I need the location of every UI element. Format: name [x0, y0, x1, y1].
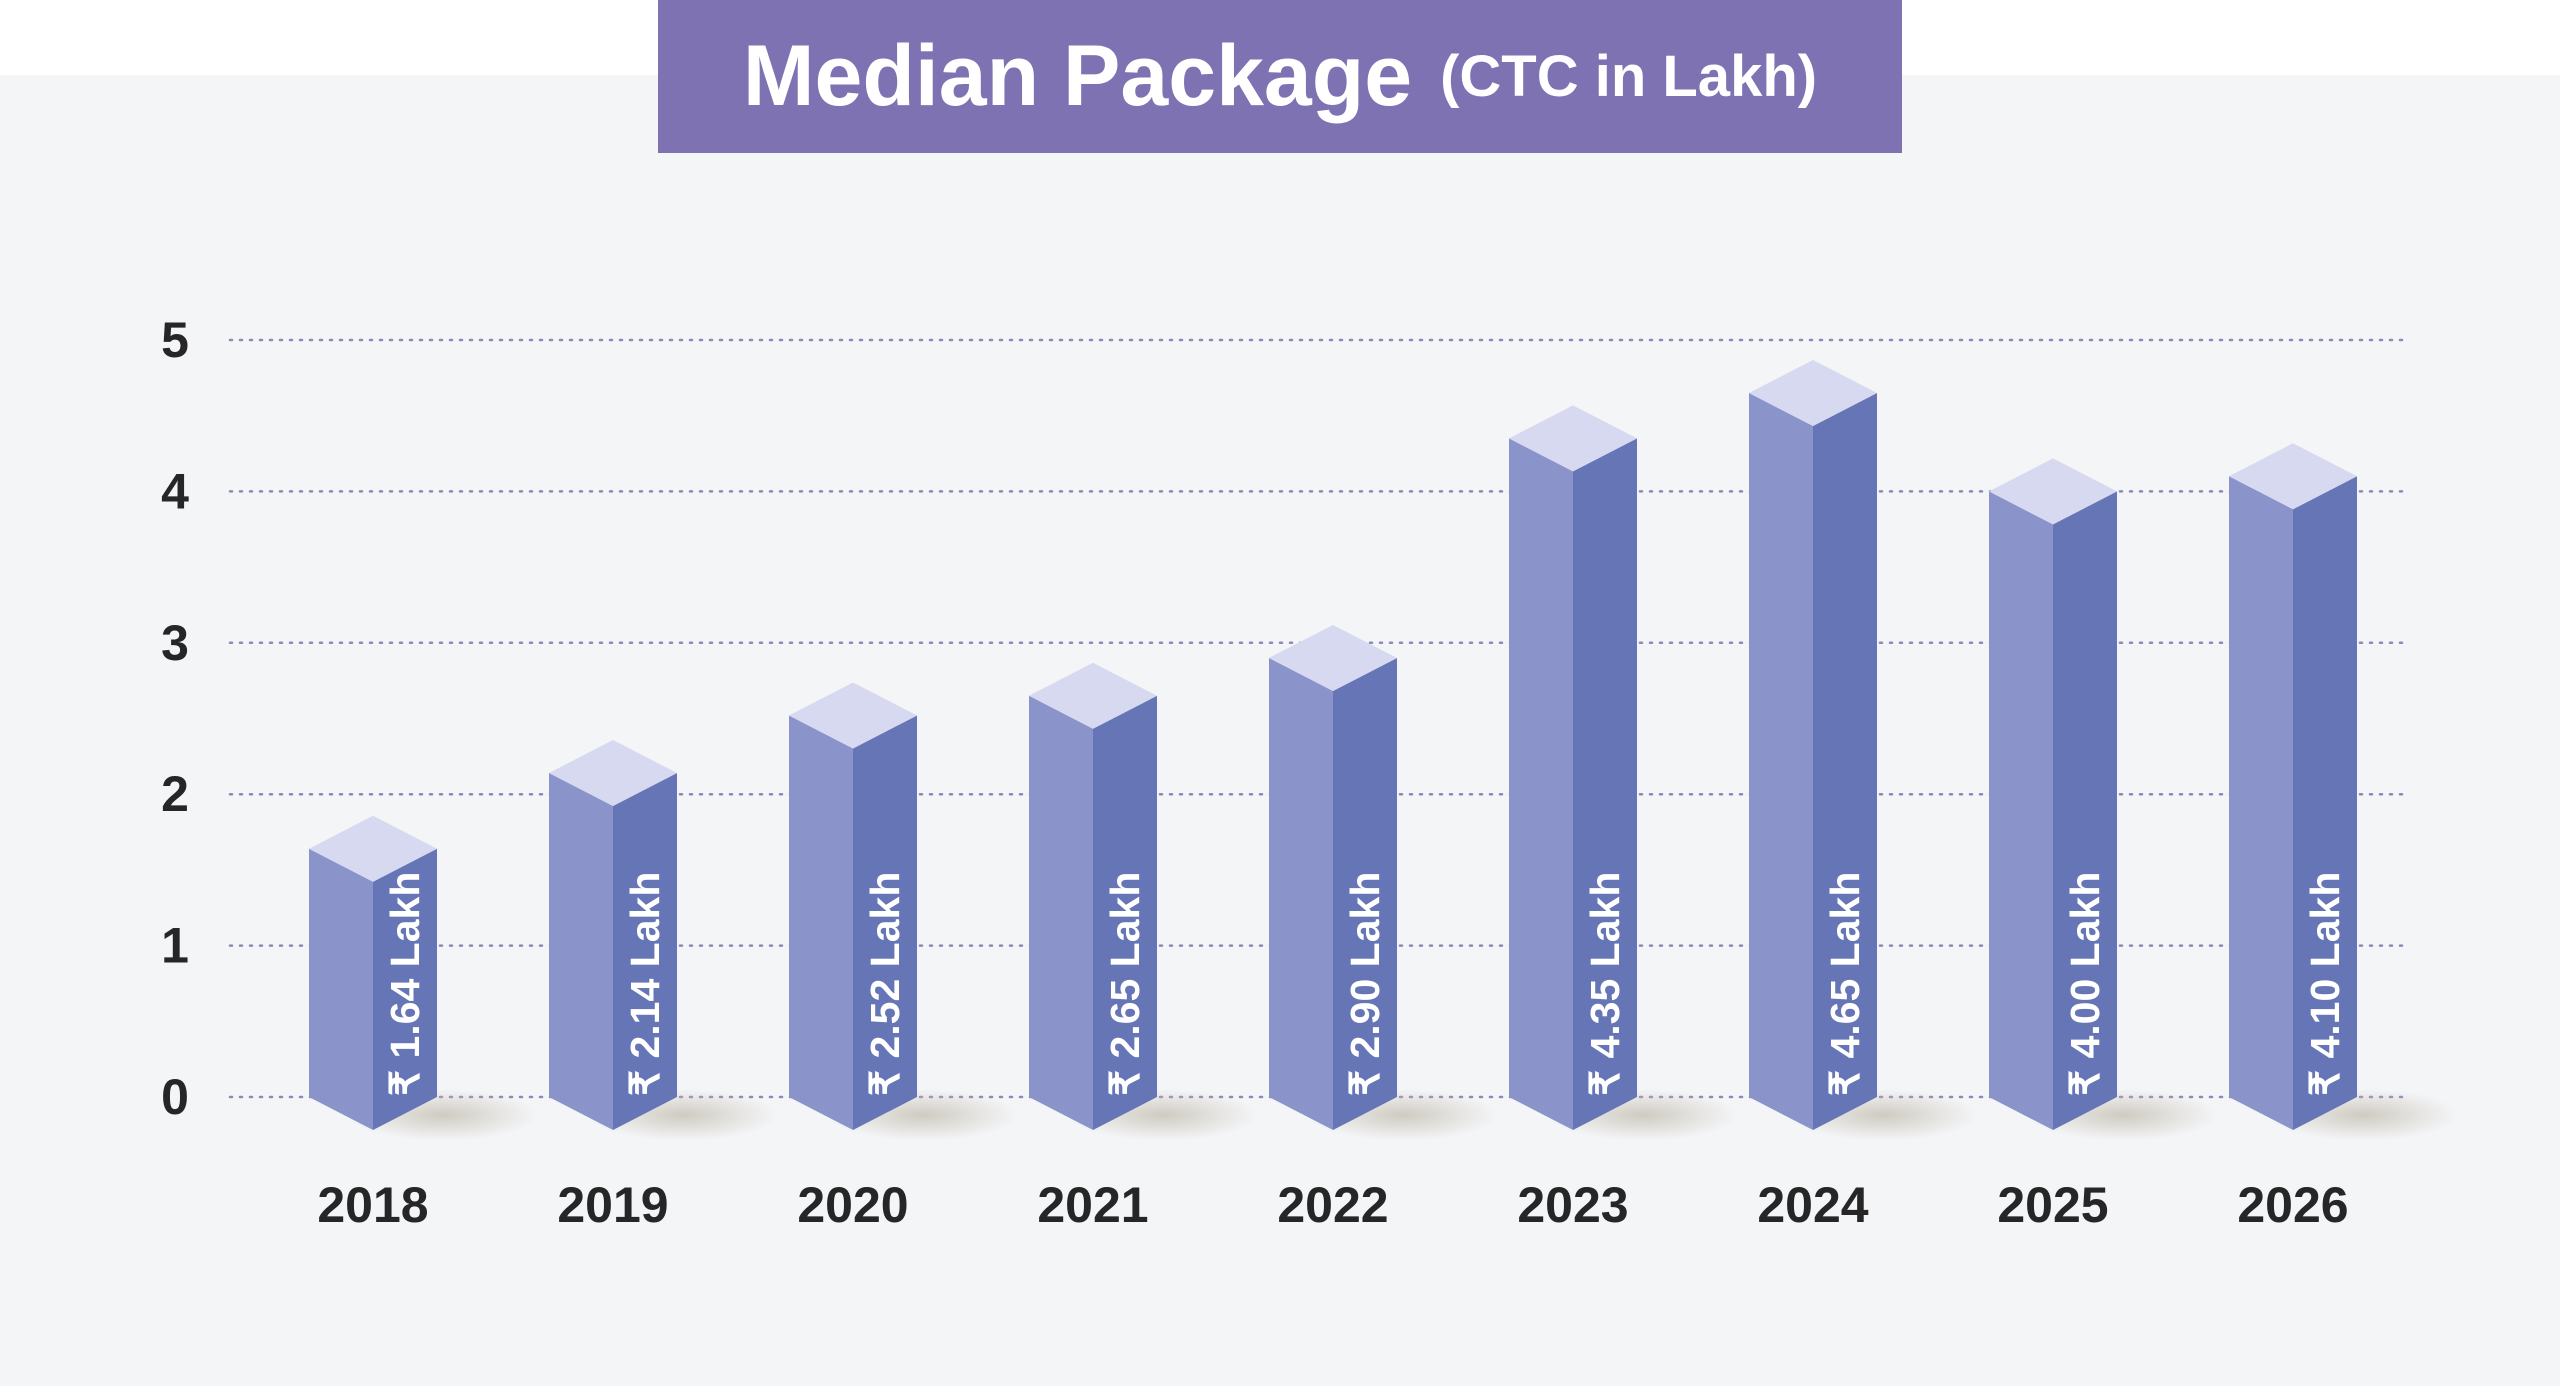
bar-top-face — [1749, 359, 1877, 426]
bar-2021: ₹ 2.65 Lakh — [1029, 662, 1157, 1130]
bar-value-label: ₹ 2.14 Lakh — [622, 872, 668, 1096]
y-tick-label: 1 — [161, 918, 189, 974]
x-tick-label: 2022 — [1277, 1177, 1388, 1233]
bar-value-label: ₹ 4.00 Lakh — [2062, 872, 2108, 1096]
bar-side-face — [1813, 392, 1877, 1130]
x-tick-label: 2018 — [317, 1177, 428, 1233]
y-axis-ticks: 0 1 2 3 4 5 — [161, 312, 189, 1125]
bar-front-face — [1989, 491, 2053, 1130]
bar-value-label: ₹ 4.35 Lakh — [1582, 872, 1628, 1096]
bar-2024: ₹ 4.65 Lakh — [1749, 359, 1877, 1130]
bar-value-label: ₹ 4.10 Lakh — [2302, 872, 2348, 1096]
x-tick-label: 2023 — [1517, 1177, 1628, 1233]
bar-side-face — [1573, 438, 1637, 1130]
bar-top-face — [789, 682, 917, 749]
bar-2025: ₹ 4.00 Lakh — [1989, 458, 2117, 1130]
x-axis-ticks: 2018 2019 2020 2021 2022 2023 2024 2025 2026 — [317, 1177, 2348, 1233]
bar-2022: ₹ 2.90 Lakh — [1269, 624, 1397, 1130]
bar-top-face — [1269, 624, 1397, 691]
bar-side-face — [373, 848, 437, 1130]
x-tick-label: 2026 — [2237, 1177, 2348, 1233]
bar-side-face — [1093, 695, 1157, 1130]
bars: ₹ 1.64 Lakh ₹ 2.14 Lakh ₹ 2.52 Lakh ₹ 2.65 … — [309, 359, 2357, 1130]
chart-subtitle: (CTC in Lakh) — [1440, 44, 1818, 109]
bar-side-face — [1333, 657, 1397, 1130]
bar-value-label: ₹ 2.65 Lakh — [1102, 872, 1148, 1096]
bar-top-face — [2229, 443, 2357, 510]
y-tick-label: 4 — [161, 463, 189, 519]
bar-side-face — [853, 715, 917, 1130]
bar-top-face — [1989, 458, 2117, 525]
bar-front-face — [789, 715, 853, 1130]
bar-2023: ₹ 4.35 Lakh — [1509, 405, 1637, 1130]
bar-2020: ₹ 2.52 Lakh — [789, 682, 917, 1130]
chart-title: Median Package — [742, 28, 1413, 124]
bar-value-label: ₹ 4.65 Lakh — [1822, 872, 1868, 1096]
bar-2019: ₹ 2.14 Lakh — [549, 740, 677, 1130]
y-tick-label: 5 — [161, 312, 189, 368]
bar-side-face — [613, 773, 677, 1130]
bar-value-label: ₹ 2.90 Lakh — [1342, 872, 1388, 1096]
bar-top-face — [1509, 405, 1637, 472]
x-tick-label: 2024 — [1757, 1177, 1868, 1233]
y-tick-label: 2 — [161, 766, 189, 822]
bar-front-face — [2229, 476, 2293, 1130]
bar-2018: ₹ 1.64 Lakh — [309, 815, 437, 1130]
title-banner: Median Package (CTC in Lakh) — [658, 0, 1902, 153]
x-tick-label: 2021 — [1037, 1177, 1148, 1233]
x-tick-label: 2025 — [1997, 1177, 2108, 1233]
bar-2026: ₹ 4.10 Lakh — [2229, 443, 2357, 1130]
bar-front-face — [1029, 695, 1093, 1130]
bar-value-label: ₹ 2.52 Lakh — [862, 872, 908, 1096]
x-tick-label: 2020 — [797, 1177, 908, 1233]
bar-value-label: ₹ 1.64 Lakh — [382, 872, 428, 1096]
bar-front-face — [1269, 657, 1333, 1130]
bar-front-face — [1509, 438, 1573, 1130]
bar-top-face — [309, 815, 437, 882]
bar-front-face — [309, 848, 373, 1130]
bar-top-face — [549, 740, 677, 807]
bar-side-face — [2053, 491, 2117, 1130]
bar-front-face — [1749, 392, 1813, 1130]
y-tick-label: 0 — [161, 1069, 189, 1125]
bar-side-face — [2293, 476, 2357, 1130]
bar-top-face — [1029, 662, 1157, 729]
bar-front-face — [549, 773, 613, 1130]
y-tick-label: 3 — [161, 615, 189, 671]
x-tick-label: 2019 — [557, 1177, 668, 1233]
